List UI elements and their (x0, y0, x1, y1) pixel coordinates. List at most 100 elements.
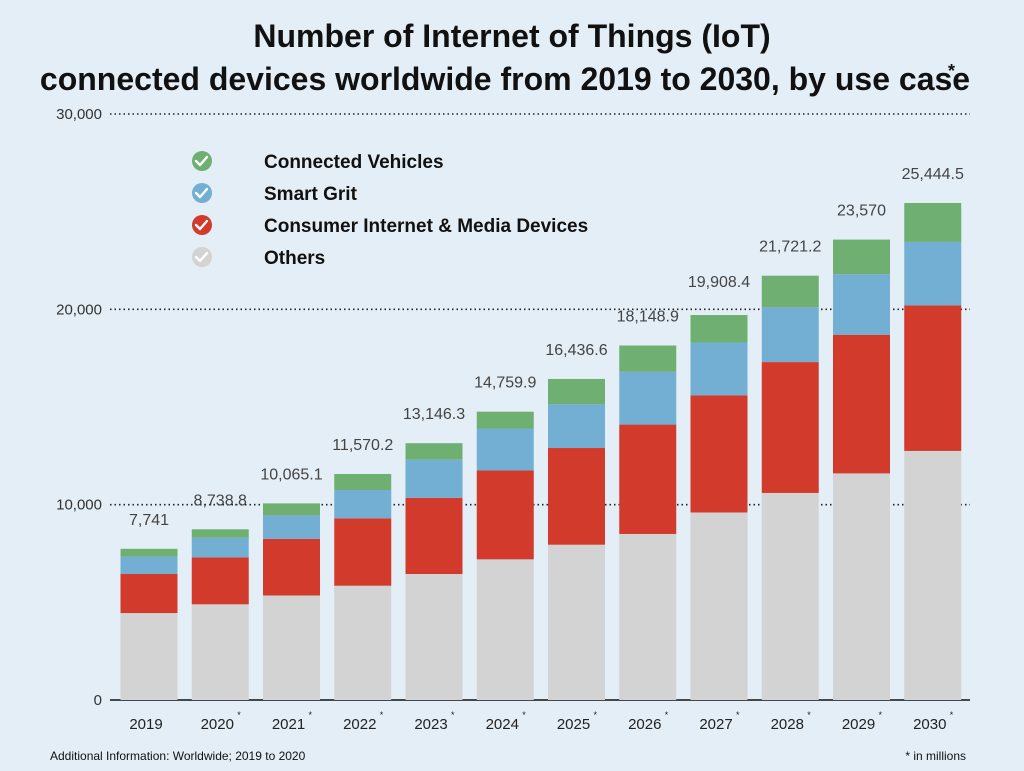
x-axis-ticks: 2019 2020*2021*2022*2023*2024*2025*2026*2… (129, 710, 953, 733)
bar-segment-connected-vehicles (334, 473, 392, 491)
legend-item: Consumer Internet & Media Devices (192, 215, 588, 237)
bar-stack-2026 (619, 345, 677, 700)
bar-segment-consumer-internet-media-devices (548, 448, 605, 545)
bar-stack-2027 (690, 315, 748, 700)
bar-segment-others (904, 450, 962, 700)
total-label: 23,570 (837, 203, 886, 220)
bar-segment-consumer-internet-media-devices (761, 362, 819, 493)
x-tick-label: 2029 (842, 716, 875, 733)
bar-segment-connected-vehicles (548, 378, 605, 405)
bar-segment-connected-vehicles (619, 345, 677, 372)
bar-segment-consumer-internet-media-devices (833, 334, 890, 474)
x-tick-mark: * (380, 710, 384, 720)
x-tick-mark: * (237, 710, 241, 720)
bar-segment-consumer-internet-media-devices (619, 424, 677, 534)
bar-stack-2025 (548, 378, 605, 700)
bar-segment-consumer-internet-media-devices (263, 538, 320, 596)
x-tick-label: 2020 (201, 716, 234, 733)
y-tick-label: 10,000 (56, 497, 102, 514)
legend-item: Connected Vehicles (192, 151, 444, 173)
x-tick-label: 2023 (414, 716, 447, 733)
bar-segment-consumer-internet-media-devices (405, 497, 463, 575)
x-tick-mark: * (594, 710, 598, 720)
checkmark-icon (194, 251, 209, 263)
x-tick-label: 2028 (771, 716, 804, 733)
bar-segment-smart-grit (548, 404, 605, 449)
legend-label: Smart Grit (264, 184, 358, 205)
legend-item: Smart Grit (192, 183, 358, 205)
legend: Connected Vehicles Smart Grit Consumer Int… (192, 151, 588, 269)
source-note: Additional Information: Worldwide; 2019 … (50, 749, 306, 763)
total-label: 14,759.9 (474, 375, 536, 392)
bar-stack-2024 (476, 411, 534, 700)
bar-segment-connected-vehicles (476, 411, 534, 429)
bar-stack-2028 (761, 275, 819, 700)
total-label: 8,738.8 (194, 492, 247, 509)
x-tick-mark: * (522, 710, 526, 720)
x-tick-label: 2024 (486, 716, 519, 733)
bar-segment-consumer-internet-media-devices (334, 518, 392, 586)
bar-segment-connected-vehicles (904, 202, 962, 242)
total-label: 7,741 (129, 512, 169, 529)
bar-segment-others (263, 595, 320, 700)
bar-segment-smart-grit (191, 537, 249, 558)
y-tick-label: 20,000 (56, 301, 102, 318)
x-tick-label: 2022 (343, 716, 376, 733)
chart-title-line2: connected devices worldwide from 2019 to… (40, 61, 970, 97)
total-label: 19,908.4 (688, 274, 750, 291)
bar-segment-connected-vehicles (263, 503, 320, 516)
y-tick-label: 0 (94, 692, 102, 709)
total-label: 21,721.2 (759, 239, 821, 256)
bar-segment-consumer-internet-media-devices (191, 557, 249, 605)
bar-stack-2029 (833, 239, 890, 700)
legend-item: Others (192, 247, 325, 269)
bar-segment-connected-vehicles (191, 529, 249, 538)
bar-segment-others (833, 473, 890, 700)
chart-title-mark: * (948, 61, 955, 81)
bar-segment-consumer-internet-media-devices (120, 574, 178, 614)
x-tick-mark: * (309, 710, 313, 720)
chart-title-line1: Number of Internet of Things (IoT) (253, 18, 770, 54)
checkmark-icon (194, 219, 209, 231)
x-tick-label: 2030 (913, 716, 946, 733)
bar-segment-smart-grit (476, 428, 534, 471)
legend-label: Consumer Internet & Media Devices (264, 216, 588, 237)
bar-segment-smart-grit (334, 490, 392, 519)
bar-segment-others (476, 559, 534, 700)
bar-stack-2019 (120, 548, 178, 700)
total-labels: 7,741 8,738.8 10,065.1 11,570.2 13,146.3 14,7… (129, 166, 964, 529)
bar-segment-smart-grit (690, 342, 748, 396)
bar-segment-smart-grit (263, 515, 320, 539)
checkmark-icon (194, 187, 209, 199)
bar-segment-connected-vehicles (405, 443, 463, 460)
y-tick-label: 30,000 (56, 106, 102, 123)
x-tick-mark: * (665, 710, 669, 720)
bar-segment-others (405, 574, 463, 700)
bar-segment-others (120, 613, 178, 700)
unit-note: * in millions (905, 749, 966, 763)
checkmark-icon (194, 155, 209, 167)
bar-segment-connected-vehicles (120, 548, 178, 557)
bar-segment-others (761, 492, 819, 700)
total-label: 25,444.5 (902, 166, 964, 183)
x-tick-mark: * (879, 710, 883, 720)
bar-stack-2020 (191, 529, 249, 700)
bar-segment-smart-grit (405, 459, 463, 498)
bar-segment-smart-grit (761, 307, 819, 363)
bar-segment-smart-grit (904, 241, 962, 306)
bar-segment-others (191, 604, 249, 700)
total-label: 13,146.3 (403, 406, 465, 423)
x-tick-label: 2027 (699, 716, 732, 733)
x-tick-mark: * (950, 710, 954, 720)
x-tick-label: 2026 (628, 716, 661, 733)
bar-segment-smart-grit (120, 556, 178, 575)
legend-label: Others (264, 248, 325, 269)
x-tick-label: 2025 (557, 716, 590, 733)
total-label: 18,148.9 (617, 308, 679, 325)
bar-stack-2021 (263, 503, 320, 700)
stacked-bars (120, 202, 962, 700)
bar-segment-smart-grit (833, 274, 890, 335)
y-gridlines (110, 113, 970, 701)
bar-segment-others (690, 512, 748, 700)
